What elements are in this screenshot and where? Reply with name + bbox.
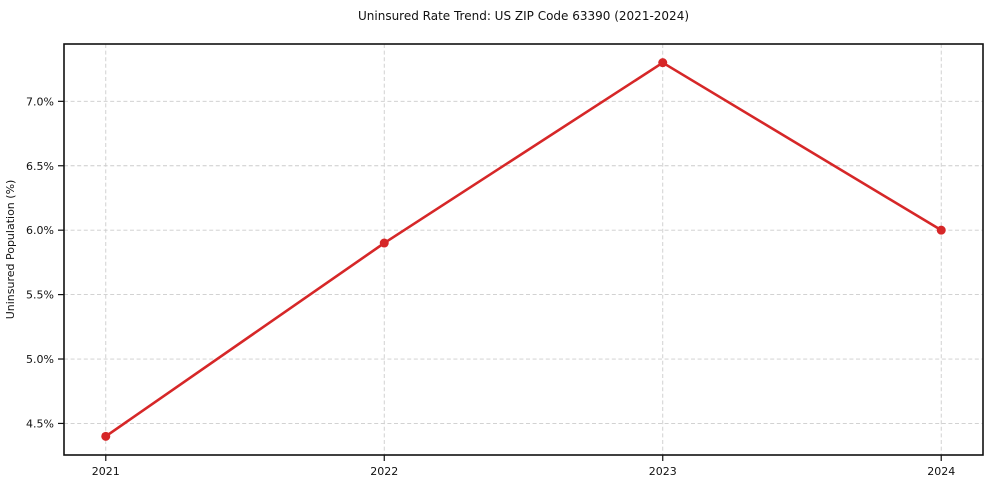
y-tick-label: 6.5% [26, 160, 54, 173]
plot-border [63, 43, 984, 456]
plot-border-group [63, 43, 984, 456]
data-point-2024 [936, 225, 946, 235]
x-tick-label: 2021 [92, 465, 120, 478]
x-tick-label: 2023 [649, 465, 677, 478]
y-tick-label: 5.5% [26, 289, 54, 302]
y-tick-label: 7.0% [26, 95, 54, 108]
gridlines-group [64, 44, 983, 455]
data-point-2021 [101, 431, 111, 441]
x-tick-label: 2022 [370, 465, 398, 478]
series-group [101, 58, 946, 441]
y-axis-label: Uninsured Population (%) [4, 180, 17, 320]
y-tick-label: 6.0% [26, 224, 54, 237]
chart-title: Uninsured Rate Trend: US ZIP Code 63390 … [358, 9, 689, 23]
y-tick-label: 4.5% [26, 417, 54, 430]
data-point-2022 [379, 238, 389, 248]
trend-line [104, 61, 943, 438]
data-point-2023 [658, 58, 668, 68]
ticks-group: 2021 2022 2023 2024 4.5% 5.0% 5.5% 6.0% 6.5% 7.0% [26, 95, 955, 478]
y-tick-label: 5.0% [26, 353, 54, 366]
x-tick-label: 2024 [927, 465, 955, 478]
